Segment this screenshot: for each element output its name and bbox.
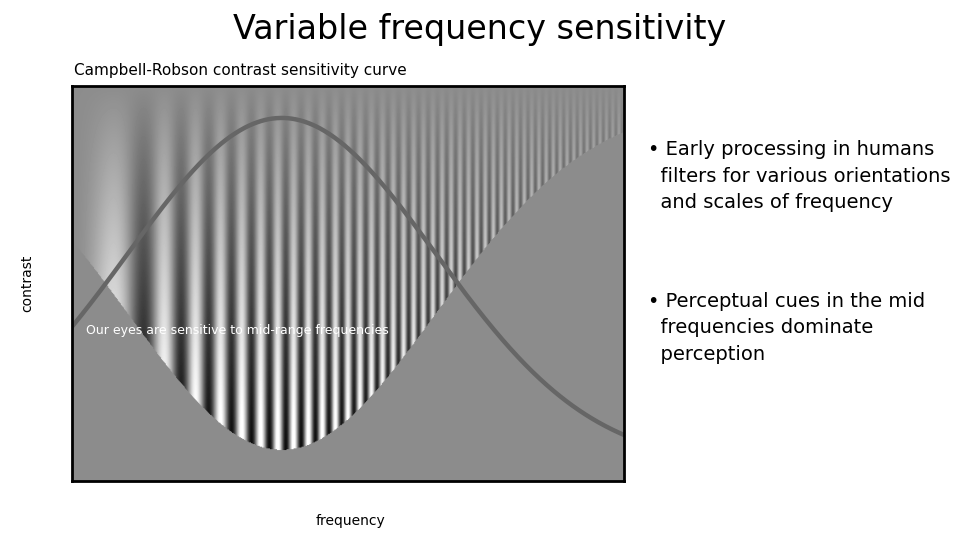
Text: Campbell-Robson contrast sensitivity curve: Campbell-Robson contrast sensitivity cur… (74, 63, 407, 78)
Text: frequency: frequency (316, 514, 385, 528)
Text: Our eyes are sensitive to mid-range frequencies: Our eyes are sensitive to mid-range freq… (86, 325, 389, 338)
Text: contrast: contrast (20, 255, 34, 312)
Text: • Early processing in humans
  filters for various orientations
  and scales of : • Early processing in humans filters for… (648, 140, 950, 212)
Text: Variable frequency sensitivity: Variable frequency sensitivity (233, 14, 727, 46)
Text: • Perceptual cues in the mid
  frequencies dominate
  perception: • Perceptual cues in the mid frequencies… (648, 292, 925, 363)
